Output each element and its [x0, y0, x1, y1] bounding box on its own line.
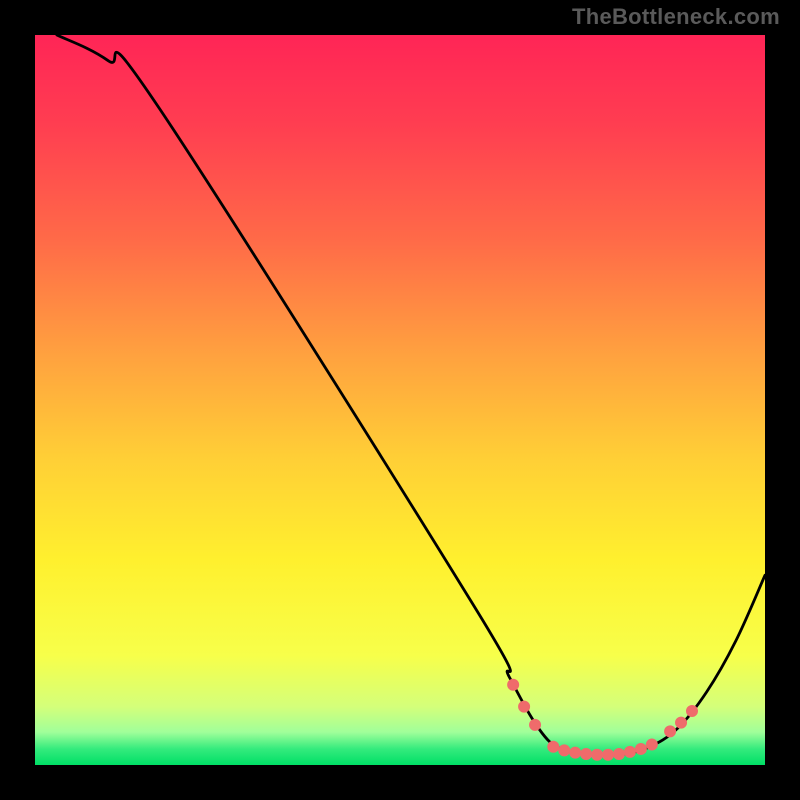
curve-marker [646, 739, 657, 750]
bottleneck-curve [57, 35, 765, 756]
chart-frame: TheBottleneck.com [0, 0, 800, 800]
curve-marker [614, 749, 625, 760]
curve-layer [35, 35, 765, 765]
curve-marker [530, 719, 541, 730]
curve-marker [687, 705, 698, 716]
curve-marker [635, 743, 646, 754]
curve-marker [508, 679, 519, 690]
curve-marker [676, 717, 687, 728]
curve-marker [559, 745, 570, 756]
curve-marker [603, 749, 614, 760]
curve-marker [665, 726, 676, 737]
attribution-label: TheBottleneck.com [572, 4, 780, 30]
curve-marker [581, 749, 592, 760]
marker-group [508, 679, 698, 760]
curve-marker [570, 747, 581, 758]
curve-marker [519, 701, 530, 712]
curve-marker [592, 749, 603, 760]
curve-marker [624, 746, 635, 757]
curve-marker [548, 741, 559, 752]
plot-area [35, 35, 765, 765]
